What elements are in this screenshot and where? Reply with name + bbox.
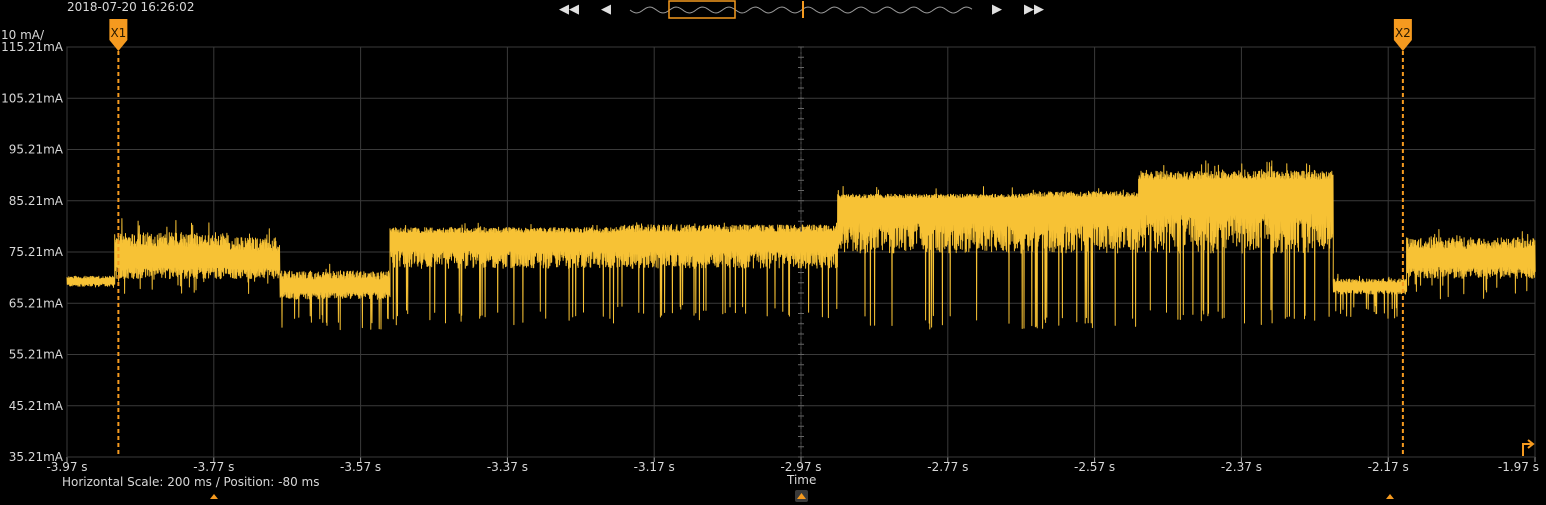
step-back-button[interactable]: ◀ (595, 1, 617, 19)
time-reference-icon[interactable] (795, 490, 808, 502)
cursor-flag-icon (1393, 19, 1412, 51)
scroll-arrow-left-icon[interactable] (210, 494, 218, 499)
timestamp: 2018-07-20 16:26:02 (67, 0, 195, 14)
x-tick-label: -2.97 s (780, 460, 821, 474)
cursor-x2[interactable]: X2 (1393, 19, 1412, 457)
y-tick-label: 105.21mA (1, 91, 64, 105)
y-tick-label: 65.21mA (9, 296, 64, 310)
x-axis-title: Time (787, 473, 817, 487)
cursor-label: X1 (110, 26, 126, 40)
fast-forward-icon: ▶▶ (1024, 2, 1044, 17)
x-tick-label: -3.97 s (46, 460, 87, 474)
y-tick-label: 75.21mA (9, 245, 64, 259)
x-tick-label: -3.37 s (487, 460, 528, 474)
x-axis-labels: -3.97 s -3.77 s -3.57 s -3.37 s -3.17 s -2.97… (46, 460, 1539, 474)
cursor-flag-icon (109, 19, 128, 51)
corner-marker-icon (1522, 439, 1535, 456)
step-forward-icon: ▶ (992, 2, 1002, 17)
rewind-button[interactable]: ◀◀ (558, 1, 580, 19)
scroll-arrow-right-icon[interactable] (1386, 494, 1394, 499)
vertical-scale-unit: 10 mA/ (1, 28, 45, 42)
y-axis-labels: 115.21mA 105.21mA 95.21mA 85.21mA 75.21mA 65.… (1, 40, 64, 464)
x-tick-label: -3.17 s (634, 460, 675, 474)
overview-viewport[interactable] (668, 0, 736, 19)
x-tick-label: -2.17 s (1368, 460, 1409, 474)
x-tick-label: -1.97 s (1498, 460, 1539, 474)
waveform-trace (66, 160, 1536, 331)
waveform-overview[interactable] (629, 0, 973, 19)
trace-line (66, 160, 1536, 331)
x-tick-label: -3.77 s (193, 460, 234, 474)
horizontal-scale-info: Horizontal Scale: 200 ms / Position: -80… (62, 475, 320, 489)
y-tick-label: 35.21mA (9, 450, 64, 464)
step-back-icon: ◀ (601, 2, 611, 17)
rewind-icon: ◀◀ (559, 2, 579, 17)
x-tick-label: -2.57 s (1074, 460, 1115, 474)
y-tick-label: 95.21mA (9, 143, 64, 157)
x-tick-label: -2.37 s (1221, 460, 1262, 474)
step-forward-button[interactable]: ▶ (986, 1, 1008, 19)
y-tick-label: 85.21mA (9, 194, 64, 208)
x-tick-label: -3.57 s (340, 460, 381, 474)
cursor-label: X2 (1395, 26, 1411, 40)
y-tick-label: 45.21mA (9, 399, 64, 413)
x-tick-label: -2.77 s (927, 460, 968, 474)
fast-forward-button[interactable]: ▶▶ (1023, 1, 1045, 19)
overview-wave (629, 6, 973, 14)
cursor-x1[interactable]: X1 (109, 19, 128, 457)
y-tick-label: 55.21mA (9, 348, 64, 362)
cursor-layer: X1 X2 (109, 19, 1412, 457)
y-tick-label: 115.21mA (1, 40, 64, 54)
